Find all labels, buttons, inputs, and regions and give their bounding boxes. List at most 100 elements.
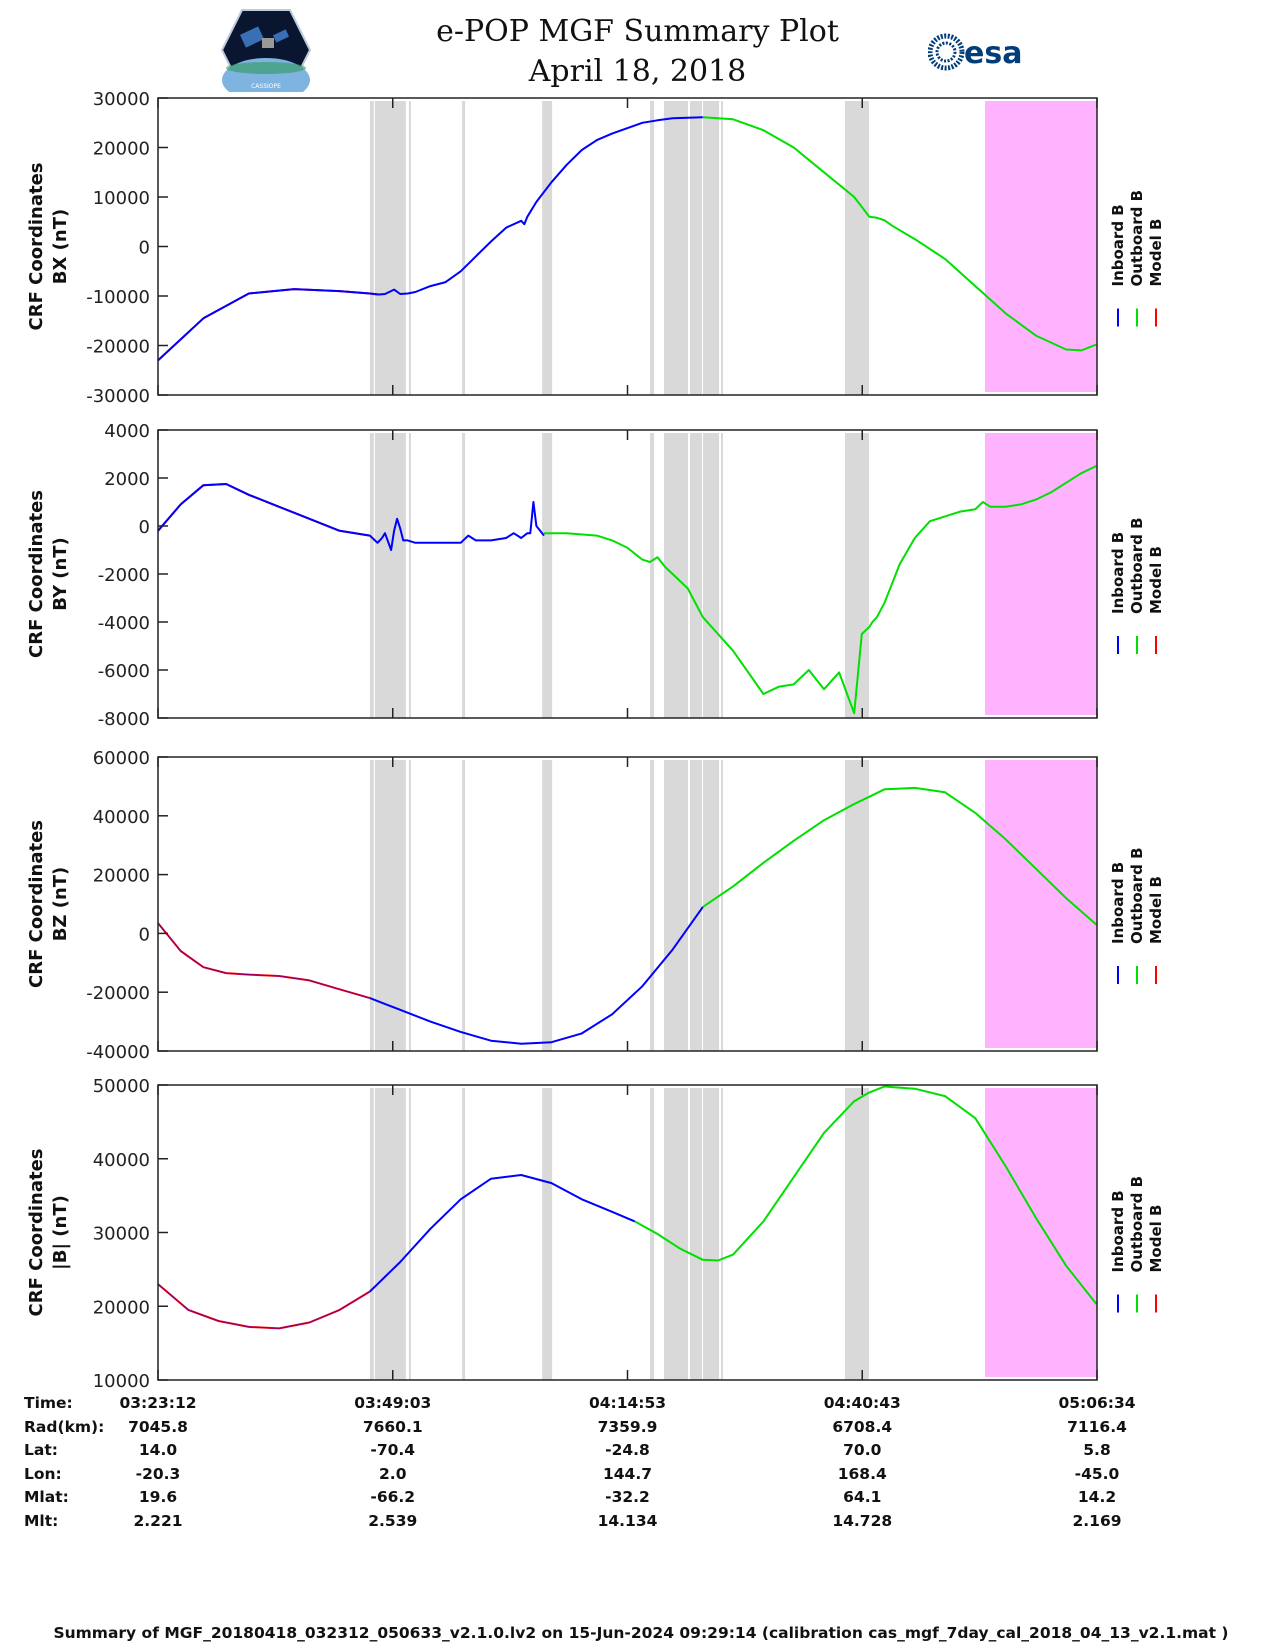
ephemeris-value: 70.0 <box>843 1441 882 1459</box>
plot-frame <box>157 756 1098 1052</box>
legend-label-outboard-b: Outboard B <box>1128 517 1146 614</box>
svg-text:esa: esa <box>964 36 1022 71</box>
esa-logo-icon: esa <box>928 33 1022 71</box>
data-gap-band <box>374 433 406 718</box>
data-gap-band <box>703 1088 720 1380</box>
y-tick-label: -40000 <box>86 1042 150 1063</box>
ephemeris-value: -24.8 <box>605 1441 650 1459</box>
data-gap-band <box>663 101 689 395</box>
data-gap-band <box>650 1088 655 1380</box>
data-gap-band <box>663 760 689 1051</box>
y-tick-label: 50000 <box>93 1076 150 1097</box>
ephemeris-value: 19.6 <box>138 1488 178 1506</box>
ephemeris-label: Lat: <box>24 1441 58 1459</box>
y-axis-label-line2: BY (nT) <box>50 537 71 611</box>
y-tick-label: -10000 <box>86 287 150 308</box>
y-axis-label-line1: CRF Coordinates <box>26 1149 47 1317</box>
ephemeris-value: 04:14:53 <box>588 1394 667 1412</box>
ephemeris-value: -70.4 <box>370 1441 416 1459</box>
legend-label-model-b: Model B <box>1147 876 1165 944</box>
data-gap-band <box>650 433 655 718</box>
ephemeris-value: -32.2 <box>605 1488 650 1506</box>
data-gap-band <box>703 433 720 718</box>
data-gap-band <box>650 101 655 395</box>
legend-label-inboard-b: Inboard B <box>1109 204 1127 286</box>
y-tick-label: -2000 <box>98 565 150 586</box>
data-gap-band <box>844 1088 869 1380</box>
ephemeris-value: 64.1 <box>843 1488 882 1506</box>
data-gap-band <box>844 760 869 1051</box>
ephemeris-value: 05:06:34 <box>1058 1394 1136 1412</box>
y-tick-label: 40000 <box>93 1150 150 1171</box>
data-gap-band <box>369 433 374 718</box>
data-gap-band <box>369 101 374 395</box>
ephemeris-value: 14.134 <box>597 1511 658 1530</box>
y-tick-label: 10000 <box>93 1371 150 1392</box>
series-inboard-overlay <box>157 922 371 999</box>
data-gap-band <box>542 1088 553 1380</box>
ephemeris-value: 5.8 <box>1083 1441 1111 1459</box>
data-gap-band <box>690 760 702 1051</box>
panel-bx: -30000 -20000 -10000 0 10000 20000 30000 CRF Co… <box>26 89 1165 407</box>
series-model-b <box>157 1283 371 1330</box>
ephemeris-row: Lon: -20.3 2.0 144.7 168.4 -45.0 <box>0 1465 1275 1489</box>
legend-label-outboard-b: Outboard B <box>1128 1176 1146 1273</box>
y-tick-label: 10000 <box>93 188 150 209</box>
legend-label-inboard-b: Inboard B <box>1109 1190 1127 1272</box>
series-model-b <box>157 288 378 362</box>
data-gap-band <box>462 760 466 1051</box>
series-outboard-b <box>702 786 1098 926</box>
series-model-b <box>157 483 371 537</box>
y-tick-label: 2000 <box>104 469 150 490</box>
data-gap-band <box>369 760 374 1051</box>
data-gap-band <box>844 101 869 395</box>
y-tick-label: 20000 <box>93 1297 150 1318</box>
series-outboard-b <box>544 465 1097 715</box>
ephemeris-value: 7045.8 <box>128 1417 188 1436</box>
ephemeris-value: 04:40:43 <box>823 1394 901 1412</box>
legend-label-model-b: Model B <box>1147 219 1165 287</box>
svg-text:CASSIOPE: CASSIOPE <box>251 83 281 90</box>
y-tick-label: 20000 <box>93 866 150 887</box>
y-axis-label-line2: |B| (nT) <box>50 1195 71 1270</box>
series-inboard-b <box>369 1174 636 1293</box>
ephemeris-label: Mlat: <box>24 1488 69 1506</box>
data-gap-band <box>663 433 689 718</box>
series-outboard-b <box>634 1085 1098 1305</box>
panel-bz: -40000 -20000 0 20000 40000 60000 CRF Coordina… <box>26 748 1165 1063</box>
data-gap-band <box>408 101 411 395</box>
cassiope-logo-icon: CASSIOPE <box>220 9 312 92</box>
ephemeris-value: 7116.4 <box>1067 1417 1127 1436</box>
data-gap-band <box>369 1088 374 1380</box>
data-gap-band <box>721 1088 724 1380</box>
panel-bt: 10000 20000 30000 40000 50000 CRF Coordinates… <box>26 1076 1165 1392</box>
series-inboard-b <box>369 906 704 1045</box>
chart-title: e-POP MGF Summary Plot April 18, 2018 <box>0 12 1275 92</box>
data-gap-band <box>844 433 869 718</box>
y-tick-label: 30000 <box>93 89 150 110</box>
ephemeris-value: 7359.9 <box>597 1417 658 1436</box>
ephemeris-value: 144.7 <box>602 1464 653 1483</box>
y-axis-label-line1: CRF Coordinates <box>26 490 47 658</box>
ephemeris-value: 2.221 <box>133 1511 183 1530</box>
data-gap-band <box>703 101 720 395</box>
legend-label-outboard-b: Outboard B <box>1128 190 1146 287</box>
data-gap-band <box>408 1088 411 1380</box>
data-gap-band <box>408 760 411 1051</box>
legend-label-inboard-b: Inboard B <box>1109 862 1127 944</box>
ephemeris-value: -45.0 <box>1074 1464 1120 1483</box>
flagged-region-band <box>984 1088 1097 1377</box>
ephemeris-value: 168.4 <box>837 1464 887 1483</box>
ephemeris-value: 2.0 <box>379 1464 407 1483</box>
y-tick-label: 0 <box>139 517 150 538</box>
flagged-region-band <box>984 760 1097 1048</box>
ephemeris-row: Rad(km): 7045.8 7660.1 7359.9 6708.4 7116.4 <box>0 1418 1275 1442</box>
plot-frame <box>157 97 1098 396</box>
data-gap-band <box>408 433 411 718</box>
series-inboard-b <box>157 116 703 362</box>
ephemeris-value: 14.728 <box>832 1511 893 1530</box>
y-tick-label: 30000 <box>93 1224 150 1245</box>
series-model-b <box>157 922 371 1000</box>
data-gap-band <box>721 433 724 718</box>
